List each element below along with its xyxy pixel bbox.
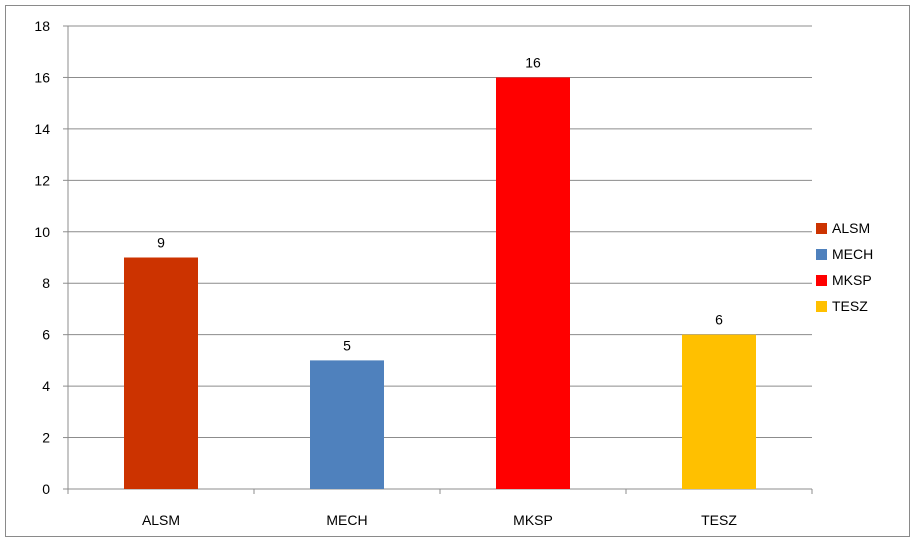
legend-swatch-mech: [816, 249, 827, 260]
bar-mech: [310, 360, 384, 489]
y-tick-label: 4: [42, 378, 50, 394]
data-label-mech: 5: [343, 337, 351, 353]
x-tick-label-alsm: ALSM: [142, 512, 180, 528]
y-tick-label: 18: [34, 18, 50, 34]
bar-tesz: [682, 334, 756, 489]
y-tick-label: 14: [34, 121, 50, 137]
legend-swatch-tesz: [816, 301, 827, 312]
y-tick-label: 8: [42, 275, 50, 291]
y-tick-label: 12: [34, 172, 50, 188]
y-tick-label: 16: [34, 69, 50, 85]
x-tick-label-tesz: TESZ: [701, 512, 737, 528]
y-tick-label: 2: [42, 430, 50, 446]
y-tick-label: 0: [42, 481, 50, 497]
legend-label-alsm: ALSM: [832, 220, 870, 236]
bar-alsm: [124, 257, 198, 489]
data-label-tesz: 6: [715, 312, 723, 328]
legend-swatch-alsm: [816, 223, 827, 234]
legend-label-mksp: MKSP: [832, 272, 872, 288]
legend-swatch-mksp: [816, 275, 827, 286]
y-tick-label: 6: [42, 327, 50, 343]
data-label-alsm: 9: [157, 235, 165, 251]
x-tick-label-mksp: MKSP: [513, 512, 553, 528]
legend-label-mech: MECH: [832, 246, 873, 262]
legend-label-tesz: TESZ: [832, 298, 868, 314]
data-label-mksp: 16: [525, 54, 541, 70]
bar-mksp: [496, 77, 570, 489]
x-tick-label-mech: MECH: [326, 512, 367, 528]
y-tick-label: 10: [34, 224, 50, 240]
